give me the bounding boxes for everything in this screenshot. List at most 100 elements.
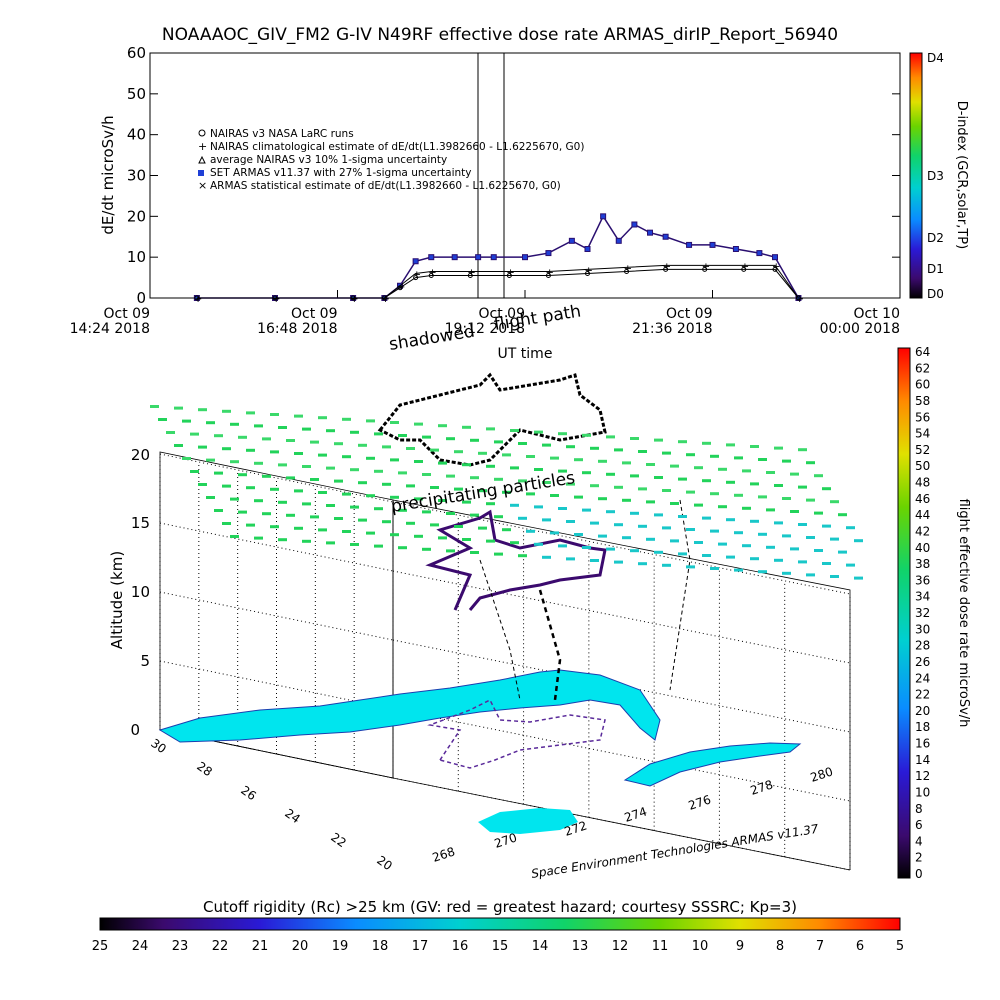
armas-data-point <box>756 250 763 257</box>
dose-rate-cell <box>446 512 455 515</box>
dose-rate-cell <box>230 460 239 464</box>
altitude-gridline <box>392 501 851 595</box>
dose-rate-colorbar-tick: 20 <box>915 704 930 718</box>
altitude-tick: 20 <box>131 446 150 464</box>
cutoff-rigidity-tick: 9 <box>736 939 744 954</box>
dose-rate-colorbar-tick: 6 <box>915 818 923 832</box>
top-y-axis-label: dE/dt microSv/h <box>99 115 117 234</box>
legend-square-symbol <box>198 170 204 176</box>
drop-line <box>669 499 691 691</box>
dose-rate-cell <box>630 474 639 478</box>
dose-rate-cell <box>414 534 423 538</box>
series-line <box>196 214 800 299</box>
dose-rate-cell <box>390 421 399 424</box>
dose-rate-cell <box>414 497 423 501</box>
dose-rate-cell <box>670 502 679 505</box>
cutoff-rigidity-tick: 14 <box>532 939 549 954</box>
nairas-climatological-point: + <box>585 265 593 276</box>
dose-rate-cell <box>374 432 383 436</box>
dose-rate-cell <box>662 526 671 530</box>
cutoff-rigidity-ticks: 25 24 23 22 21 20 19 18 17 16 15 14 13 12 11 10 9 8 7 6 5 <box>92 939 904 954</box>
legend-label: average NAIRAS v3 10% 1-sigma uncertaint… <box>210 154 447 166</box>
grid-3d <box>159 453 851 871</box>
dose-rate-cell <box>654 550 663 554</box>
dose-rate-colorbar-tick: 14 <box>915 753 930 767</box>
dose-rate-cell <box>726 443 735 447</box>
dose-rate-colorbar-tick: 34 <box>915 590 930 604</box>
dose-rate-cell <box>254 499 263 503</box>
dose-rate-cell <box>526 492 535 496</box>
dose-rate-cell <box>270 525 279 529</box>
dose-rate-cell <box>598 534 607 538</box>
dose-rate-cell <box>406 484 415 488</box>
dose-rate-cell <box>430 448 439 452</box>
cutoff-rigidity-tick: 5 <box>896 939 904 954</box>
dose-rate-colorbar-tick: 56 <box>915 410 930 424</box>
dose-rate-colorbar-tick: 16 <box>915 737 930 751</box>
dose-rate-cell <box>758 458 767 461</box>
dose-rate-cell <box>542 555 551 559</box>
dose-rate-cell <box>574 495 583 499</box>
legend-label: NAIRAS climatological estimate of dE/dt(… <box>210 141 584 153</box>
dose-rate-cell <box>334 517 343 520</box>
dose-rate-cell <box>766 471 775 474</box>
dose-rate-cell <box>478 489 487 493</box>
altitude-gridline <box>392 570 851 664</box>
legend-triangle-symbol <box>198 155 206 164</box>
dose-rate-cell <box>382 482 391 486</box>
dose-rate-cell <box>526 455 535 458</box>
top-x-axis-label: UT time <box>498 346 553 362</box>
label-precipitating: precipitating particles <box>390 468 577 517</box>
top-x-tick-label-time: 14:24 2018 <box>70 321 150 337</box>
dose-rate-cell <box>494 440 503 444</box>
dose-rate-cell <box>590 446 599 450</box>
flight-path-ground-track <box>427 698 606 769</box>
dose-rate-colorbar-tick: 24 <box>915 671 930 685</box>
dose-rate-cell <box>446 549 455 553</box>
top-y-tick-label: 0 <box>136 289 146 307</box>
cutoff-rigidity-tick: 15 <box>492 939 509 954</box>
dose-rate-cell <box>262 437 271 441</box>
nairas-run-point <box>413 275 419 281</box>
dose-rate-cell <box>582 546 591 549</box>
dose-rate-cell <box>518 479 527 483</box>
dose-rate-cell <box>758 495 767 499</box>
top-x-tick-label-time: 19:12 2018 <box>445 321 525 337</box>
dose-rate-cell <box>390 458 399 462</box>
dose-rate-cell <box>718 505 727 509</box>
dose-rate-colorbar-tick: 54 <box>915 427 930 441</box>
cutoff-rigidity-tick: 23 <box>172 939 189 954</box>
cutoff-rigidity-colorbar-fill <box>99 917 901 931</box>
dose-rate-cell <box>718 467 727 471</box>
dose-rate-cell <box>238 435 247 439</box>
dose-rate-cell <box>510 503 519 507</box>
dose-rate-cell <box>414 460 423 463</box>
dose-rate-cell <box>654 476 663 479</box>
dose-rate-cell <box>854 576 863 580</box>
longitude-tick: 280 <box>809 764 835 784</box>
dose-rate-colorbar-tick: 4 <box>915 834 923 848</box>
nairas-run-point <box>795 295 801 301</box>
dose-rate-cell <box>702 441 711 445</box>
dose-rate-cell <box>774 521 783 525</box>
dose-rate-cell <box>182 419 191 423</box>
altitude-tick: 15 <box>131 514 150 532</box>
dose-rate-cell <box>446 437 455 441</box>
dose-rate-cell <box>798 448 807 452</box>
armas-data-point <box>584 246 591 252</box>
dose-rate-cell <box>742 544 751 548</box>
dose-rate-cell <box>822 487 831 491</box>
dose-rate-cell <box>558 469 567 473</box>
dose-rate-cell <box>790 510 799 513</box>
dose-rate-cell <box>398 508 407 512</box>
dose-rate-cell <box>414 422 423 426</box>
top-series-layer: + + + +++ + + + + + + + + + ++ <box>193 213 804 305</box>
dose-rate-cell <box>310 440 319 444</box>
dose-rate-cell <box>222 447 231 451</box>
armas-data-point <box>568 237 575 244</box>
dose-rate-cell <box>494 552 503 556</box>
dose-rate-cell <box>502 453 511 457</box>
dindex-colorbar-fill <box>909 52 923 299</box>
dose-rate-cell <box>510 466 519 470</box>
top-x-tick-label-date: Oct 09 <box>666 306 712 322</box>
